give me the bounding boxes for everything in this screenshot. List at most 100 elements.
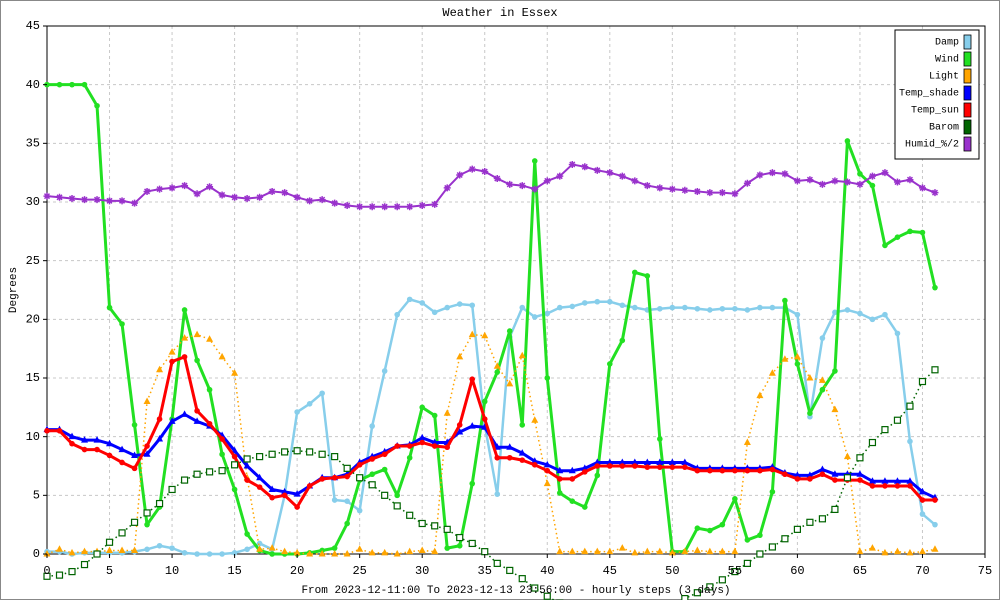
point (819, 471, 826, 478)
point (706, 189, 714, 197)
point (607, 463, 613, 469)
point (893, 477, 901, 484)
x-axis-label: From 2023-12-11:00 To 2023-12-13 23:56:0… (301, 585, 730, 597)
point (681, 594, 689, 600)
point (681, 547, 689, 555)
point (619, 463, 626, 469)
point (406, 203, 414, 211)
point (531, 416, 539, 423)
legend-swatch (963, 68, 972, 84)
point (744, 467, 751, 474)
point (131, 422, 138, 428)
point (657, 436, 663, 442)
point (481, 331, 489, 339)
point (556, 490, 563, 496)
point (193, 417, 201, 424)
point (756, 171, 764, 179)
point (918, 377, 927, 386)
point (106, 546, 114, 553)
series (44, 354, 938, 510)
point (219, 551, 225, 557)
legend-label: Temp_sun (911, 106, 959, 117)
point (857, 477, 863, 483)
point (244, 546, 250, 553)
point (531, 584, 539, 592)
point (269, 551, 275, 557)
point (156, 365, 164, 373)
point (918, 487, 926, 495)
legend-label: Light (929, 71, 959, 83)
point (206, 183, 214, 191)
point (707, 527, 713, 534)
point (131, 546, 139, 553)
point (256, 484, 263, 490)
point (219, 451, 225, 458)
point (181, 334, 189, 341)
point (594, 463, 601, 469)
point (181, 354, 188, 360)
point (844, 307, 851, 313)
x-tick-label: 5 (106, 564, 113, 578)
point (832, 368, 838, 374)
point (431, 438, 439, 446)
point (219, 436, 225, 442)
point (881, 548, 889, 556)
point (543, 592, 551, 600)
point (506, 328, 513, 334)
point (106, 197, 114, 205)
point (619, 337, 626, 344)
point (907, 438, 913, 445)
point (519, 457, 526, 463)
point (869, 182, 876, 189)
point (218, 352, 226, 360)
point (906, 402, 914, 410)
point (856, 547, 864, 555)
point (743, 559, 751, 567)
point (643, 547, 651, 555)
point (394, 311, 400, 318)
point (356, 545, 364, 552)
point (468, 165, 476, 173)
point (568, 547, 576, 555)
point (806, 374, 814, 381)
point (869, 483, 876, 489)
point (306, 401, 313, 407)
point (243, 194, 251, 202)
point (381, 548, 389, 556)
point (694, 305, 701, 312)
point (331, 497, 338, 503)
point (256, 473, 264, 481)
point (368, 548, 376, 556)
legend-swatch (963, 136, 972, 152)
point (55, 571, 64, 579)
point (757, 467, 763, 474)
point (894, 483, 901, 489)
point (832, 309, 838, 316)
series-line (47, 83, 937, 556)
y-tick-label: 15 (26, 371, 40, 385)
point (369, 471, 375, 478)
point (81, 547, 89, 555)
point (882, 311, 888, 318)
point (681, 186, 689, 194)
point (143, 187, 151, 195)
point (168, 417, 176, 424)
point (44, 428, 50, 434)
point (468, 422, 476, 429)
x-tick-label: 25 (352, 564, 366, 578)
point (857, 171, 863, 177)
legend-label: Humid_%/2 (905, 139, 959, 151)
point (919, 229, 926, 236)
point (606, 169, 614, 177)
point (919, 511, 926, 517)
point (881, 477, 889, 484)
point (281, 547, 289, 555)
point (393, 502, 401, 510)
x-tick-label: 65 (853, 564, 867, 578)
point (906, 548, 914, 556)
point (406, 511, 414, 519)
point (156, 542, 163, 549)
point (706, 547, 714, 555)
point (882, 483, 888, 489)
point (356, 474, 364, 482)
